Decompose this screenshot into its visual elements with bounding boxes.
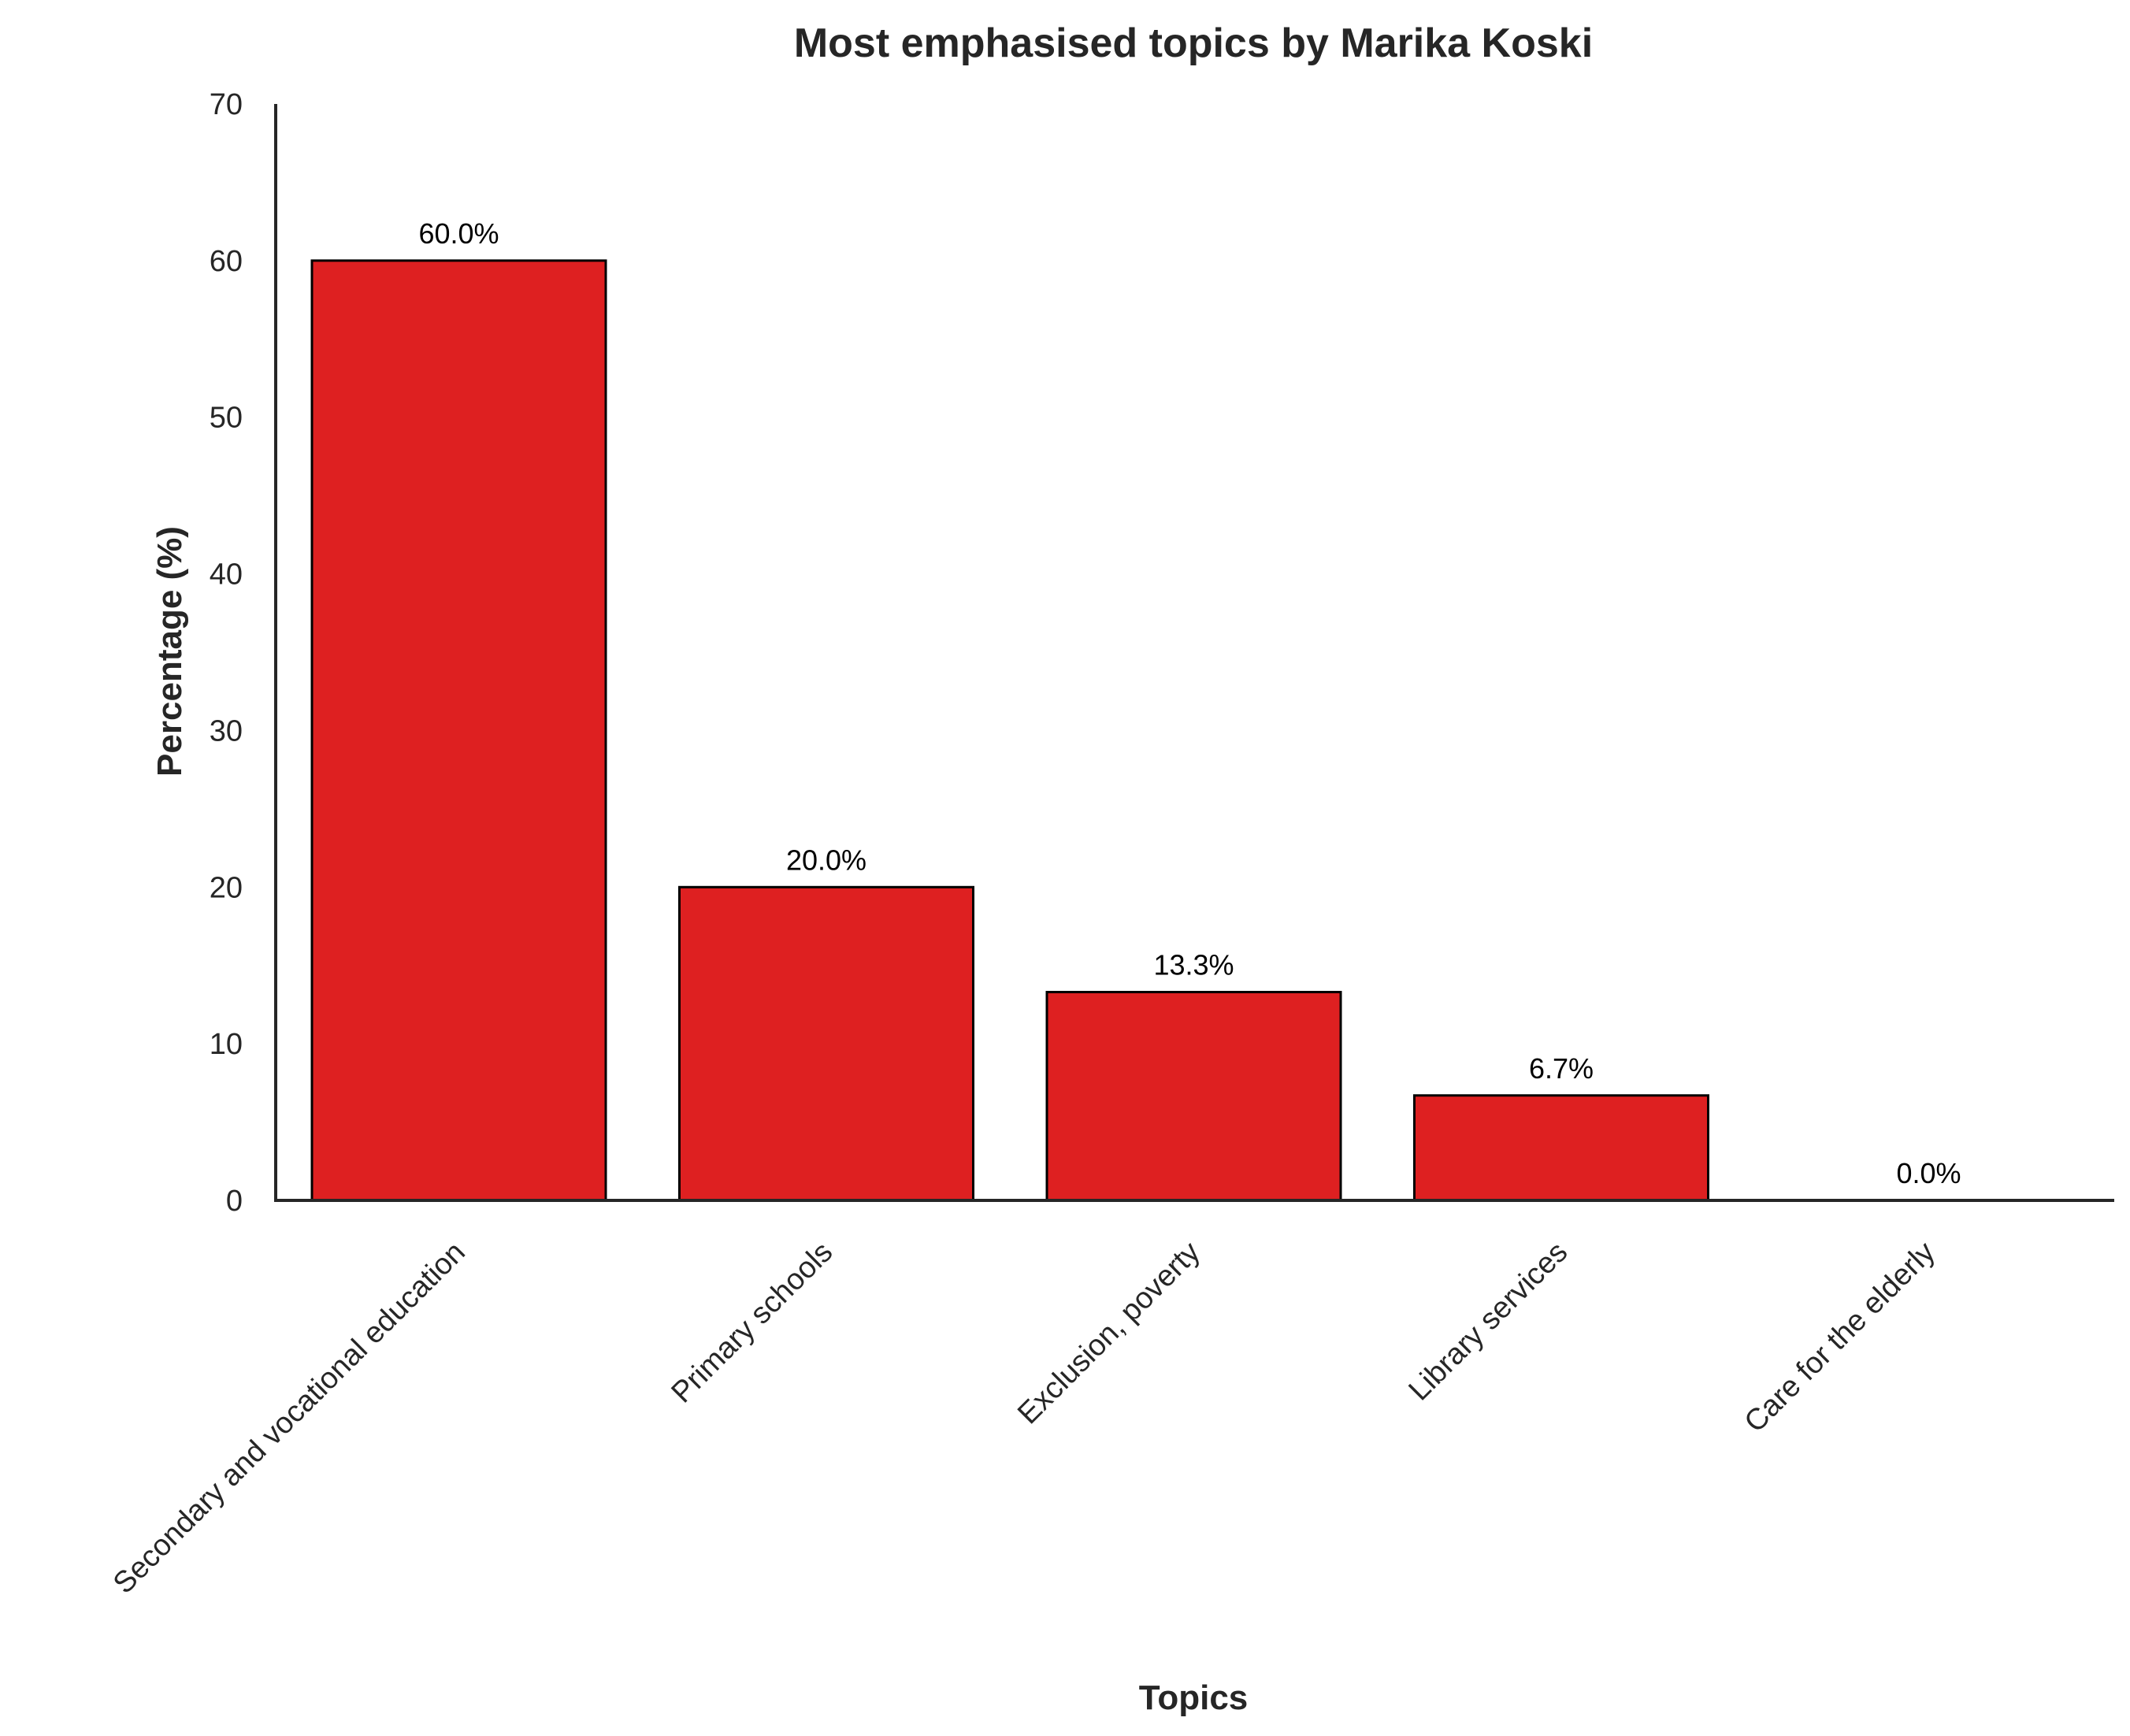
y-axis-title: Percentage (%)	[150, 526, 189, 777]
y-tick-label: 70	[210, 88, 243, 121]
bar-value-label: 13.3%	[1153, 949, 1234, 981]
bar-value-label: 6.7%	[1529, 1052, 1594, 1085]
value-labels-layer: 60.0% 20.0% 13.3% 6.7% 0.0%	[418, 217, 1961, 1189]
y-tick-label: 40	[210, 558, 243, 592]
bar-value-label: 0.0%	[1896, 1157, 1961, 1189]
chart-title: Most emphasised topics by Marika Koski	[794, 20, 1593, 66]
bar	[1413, 1094, 1709, 1202]
bar	[310, 259, 607, 1202]
y-tick-label: 50	[210, 402, 243, 435]
y-tick-label: 20	[210, 871, 243, 904]
y-tick-label: 10	[210, 1028, 243, 1061]
bars-layer	[310, 259, 1709, 1202]
x-tick-label: Library services	[1403, 1236, 1575, 1408]
bar-value-label: 20.0%	[786, 844, 866, 876]
x-tick-label: Care for the elderly	[1739, 1236, 1942, 1439]
x-tick-label: Primary schools	[666, 1236, 840, 1410]
bar	[678, 885, 974, 1202]
y-ticks-layer: 0 10 20 30 40 50 60 70	[210, 88, 243, 1218]
y-tick-label: 0	[226, 1185, 243, 1218]
x-tick-label: Secondary and vocational education	[107, 1236, 472, 1601]
y-tick-label: 30	[210, 714, 243, 747]
bar-value-label: 60.0%	[418, 217, 499, 250]
y-tick-label: 60	[210, 245, 243, 278]
bar	[1045, 991, 1342, 1202]
x-ticks-layer: Secondary and vocational education Primar…	[107, 1236, 1942, 1601]
x-tick-label: Exclusion, poverty	[1011, 1236, 1207, 1431]
x-axis-title: Topics	[1139, 1679, 1249, 1717]
